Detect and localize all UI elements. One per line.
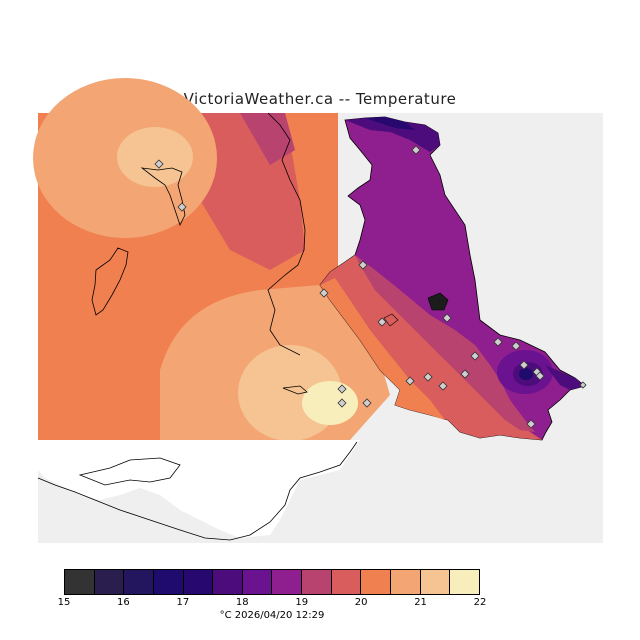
legend-swatch <box>65 570 95 594</box>
station-marker <box>362 398 372 408</box>
legend-swatch <box>272 570 303 594</box>
temp-zone-20-east <box>320 278 445 420</box>
southern-coastline <box>37 441 358 541</box>
temp-zone-16-east <box>519 368 533 380</box>
station-marker <box>319 288 329 298</box>
legend-swatch <box>124 570 154 594</box>
station-marker <box>358 260 368 270</box>
units-timestamp: °C 2026/04/20 12:29 <box>219 610 325 621</box>
temp-zone-17-north <box>345 117 440 152</box>
station-markers <box>154 145 587 429</box>
station-marker <box>337 384 347 394</box>
station-marker <box>493 337 503 347</box>
station-marker <box>411 145 421 155</box>
legend-swatch <box>391 570 421 594</box>
legend-swatch <box>420 570 451 594</box>
lake-outline <box>427 292 449 311</box>
legend-tick-label: 22 <box>473 597 487 608</box>
legend-tick-label: 15 <box>57 597 71 608</box>
southern-inlet <box>78 457 181 486</box>
west-coastline <box>267 112 306 356</box>
legend-swatch <box>361 570 392 594</box>
station-marker <box>519 360 529 370</box>
legend-tick-label: 21 <box>414 597 427 608</box>
color-legend <box>64 569 480 595</box>
station-marker <box>423 372 433 382</box>
temp-zone-18-19-east <box>355 255 535 432</box>
map-title: VictoriaWeather.ca -- Temperature <box>183 90 457 108</box>
legend-swatch <box>153 570 184 594</box>
legend-tick-label: 18 <box>235 597 249 608</box>
lake-outline-small <box>383 313 399 327</box>
station-marker <box>460 369 470 379</box>
legend-tick-label: 16 <box>117 597 130 608</box>
island-outline-north <box>140 167 186 227</box>
station-marker <box>337 398 347 408</box>
temp-zone-18-19-west <box>240 113 295 165</box>
legend-swatch <box>242 570 273 594</box>
station-marker <box>470 351 480 361</box>
temp-zone-21-5-upper <box>117 127 193 187</box>
temp-zone-16-north <box>365 117 415 130</box>
station-marker <box>405 376 415 386</box>
temp-zone-17-tip <box>545 365 585 390</box>
station-marker <box>438 381 448 391</box>
station-marker <box>442 313 452 323</box>
station-marker <box>377 317 387 327</box>
legend-ticks: 15 16 17 18 19 20 21 22 <box>58 597 487 611</box>
station-marker <box>535 371 545 381</box>
legend-tick-label: 19 <box>295 597 309 608</box>
station-marker <box>154 159 164 169</box>
legend-swatch <box>94 570 125 594</box>
legend-tick-label: 20 <box>354 597 368 608</box>
station-marker <box>177 202 187 212</box>
legend-swatch <box>183 570 214 594</box>
legend-swatch <box>302 570 332 594</box>
legend-swatch <box>331 570 362 594</box>
legend-swatch <box>213 570 243 594</box>
legend-tick-label: 17 <box>176 597 190 608</box>
station-marker <box>579 381 587 389</box>
legend-swatch <box>450 570 479 594</box>
island-outline-small <box>282 385 308 395</box>
island-outline <box>91 247 129 316</box>
station-marker <box>526 419 536 429</box>
temp-zone-22-lower <box>302 381 358 425</box>
station-marker <box>511 341 521 351</box>
